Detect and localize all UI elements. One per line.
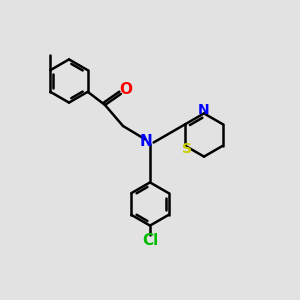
Text: S: S [182,142,192,156]
Text: N: N [198,103,210,117]
Text: O: O [119,82,133,98]
Text: N: N [140,134,153,148]
Text: Cl: Cl [142,233,158,248]
